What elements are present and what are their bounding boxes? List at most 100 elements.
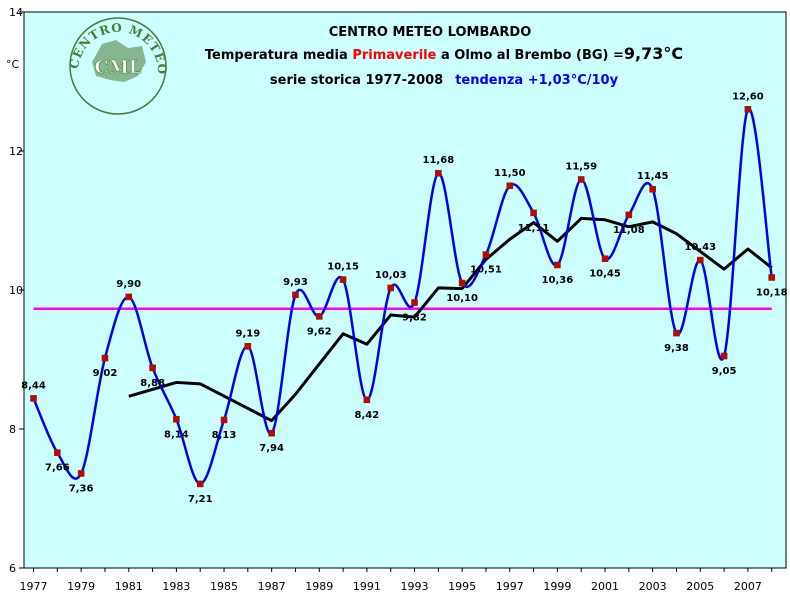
data-point (268, 429, 275, 437)
data-point (506, 182, 514, 190)
lombardy-map-icon (92, 40, 146, 82)
title-season-highlight: Primaverile (352, 48, 436, 63)
data-point (649, 185, 656, 193)
data-point (387, 284, 395, 292)
data-point (77, 470, 85, 477)
data-point (292, 291, 299, 299)
data-label: 8,88 (140, 378, 165, 389)
data-label: 7,21 (188, 494, 213, 505)
data-point (744, 106, 752, 113)
data-point (101, 354, 109, 362)
data-label: 11,68 (423, 155, 455, 166)
data-label: 10,45 (589, 269, 621, 280)
data-label: 10,43 (684, 242, 716, 253)
x-tick-label: 1987 (258, 580, 286, 593)
data-point (673, 329, 680, 337)
data-labels: 8,44 7,66 7,36 9,02 9,90 8,88 8,14 7,21 8,13 9,19… (21, 91, 787, 505)
data-label: 11,08 (613, 225, 645, 236)
y-tick-label: 6 (9, 562, 16, 575)
y-axis-unit-label: °C (6, 58, 20, 71)
data-point (458, 279, 466, 287)
data-label: 8,13 (212, 430, 237, 441)
x-tick-label: 1985 (210, 580, 238, 593)
x-axis: 1977 1979 1981 1983 1985 1987 1989 1991 1993 1995… (20, 568, 773, 593)
data-label: 7,66 (45, 463, 70, 474)
y-tick-label: 14 (9, 6, 23, 19)
data-label: 9,38 (664, 343, 689, 354)
data-point (196, 480, 204, 488)
logo-center-text: CML (95, 57, 142, 78)
data-label: 8,42 (355, 410, 380, 421)
data-point (339, 276, 347, 283)
data-point (30, 395, 37, 402)
data-label: 9,82 (402, 313, 427, 324)
data-point (173, 415, 180, 423)
x-tick-label: 1983 (162, 580, 190, 593)
y-axis: 6 8 10 12 14 (9, 6, 24, 575)
data-label: 8,44 (21, 380, 46, 391)
data-label: 12,60 (732, 91, 764, 102)
data-point (220, 416, 228, 424)
data-point (768, 274, 776, 281)
data-point (625, 211, 633, 219)
data-label: 11,50 (494, 168, 526, 179)
data-markers (30, 106, 776, 488)
data-point (411, 299, 418, 306)
data-point (720, 352, 728, 360)
title-mean-value: 9,73°C (624, 44, 683, 63)
data-label: 9,62 (307, 326, 332, 337)
data-point (577, 176, 585, 183)
data-label: 8,14 (164, 429, 189, 440)
x-tick-label: 2005 (686, 580, 714, 593)
x-tick-label: 1981 (115, 580, 143, 593)
title-line2-middle: a Olmo al Brembo (BG) = (436, 48, 623, 63)
data-label: 10,15 (327, 262, 359, 273)
chart-title-line3: serie storica 1977-2008 tendenza +1,03°C/… (270, 73, 619, 88)
data-label: 10,10 (446, 293, 478, 304)
data-point (530, 209, 537, 217)
x-tick-label: 1991 (353, 580, 381, 593)
data-point (435, 169, 442, 177)
data-point (601, 255, 609, 263)
x-tick-label: 2003 (639, 580, 667, 593)
chart-title-line1: CENTRO METEO LOMBARDO (329, 25, 532, 40)
title-trend: tendenza +1,03°C/10y (455, 73, 618, 88)
data-label: 9,02 (93, 368, 118, 379)
x-tick-label: 2007 (734, 580, 762, 593)
data-label: 9,05 (712, 366, 737, 377)
data-label: 10,51 (470, 265, 502, 276)
data-point (149, 364, 156, 372)
x-tick-label: 1993 (401, 580, 429, 593)
data-label: 7,94 (259, 443, 284, 454)
x-tick-label: 1979 (67, 580, 95, 593)
x-tick-label: 1977 (20, 580, 48, 593)
data-point (244, 342, 252, 350)
data-label: 10,03 (375, 270, 407, 281)
x-tick-label: 2001 (591, 580, 619, 593)
title-line2-prefix: Temperatura media (205, 48, 352, 63)
chart-title-line2: Temperatura media Primaverile a Olmo al … (205, 44, 683, 63)
data-point (125, 293, 133, 301)
data-label: 11,11 (518, 223, 550, 234)
x-tick-label: 1997 (496, 580, 524, 593)
data-label: 10,36 (542, 275, 574, 286)
title-series-range: serie storica 1977-2008 (270, 73, 443, 88)
logo-badge-icon (69, 17, 167, 115)
data-label: 10,18 (756, 287, 788, 298)
data-point (54, 449, 61, 456)
y-tick-label: 12 (9, 145, 23, 158)
data-point (482, 251, 490, 258)
data-point (363, 396, 371, 404)
x-tick-label: 1999 (543, 580, 571, 593)
x-tick-label: 1989 (305, 580, 333, 593)
plot-area (23, 11, 787, 569)
data-label: 9,19 (235, 328, 260, 339)
y-tick-label: 10 (9, 284, 23, 297)
data-label: 9,90 (116, 279, 141, 290)
data-point (554, 261, 561, 269)
data-label: 11,45 (637, 171, 669, 182)
data-point (696, 256, 704, 264)
data-point (315, 313, 323, 320)
x-tick-label: 1995 (448, 580, 476, 593)
